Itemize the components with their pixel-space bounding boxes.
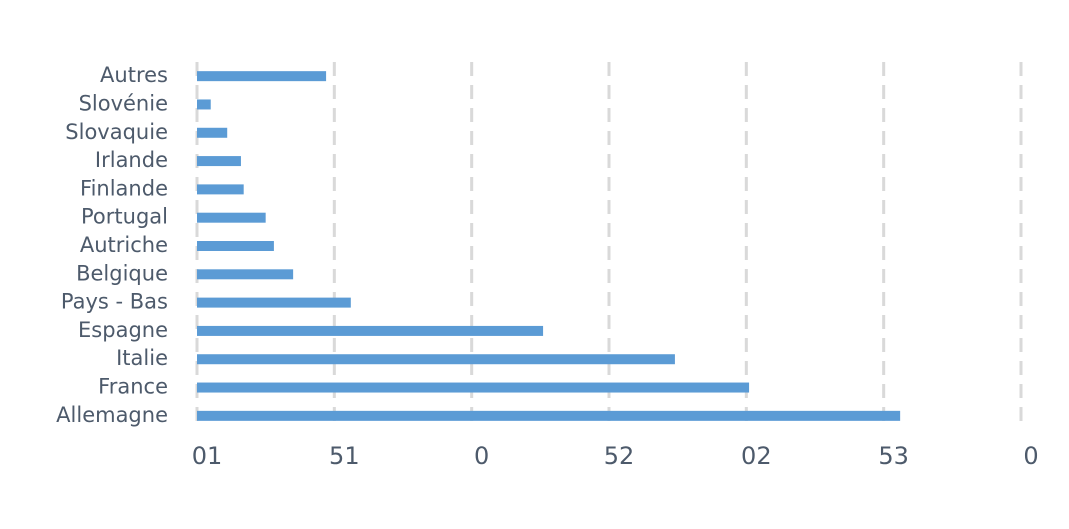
bar bbox=[197, 325, 544, 336]
bar bbox=[197, 410, 901, 421]
x-tick-label: 51 bbox=[329, 442, 360, 470]
x-tick-label: 01 bbox=[192, 442, 223, 470]
y-tick-label: Italie bbox=[116, 346, 168, 370]
y-tick-label: Slovénie bbox=[79, 91, 168, 115]
y-tick-label: Finlande bbox=[80, 176, 168, 200]
bar bbox=[197, 241, 274, 251]
bar bbox=[197, 156, 241, 167]
y-tick-label: Espagne bbox=[78, 318, 168, 342]
bar bbox=[197, 269, 294, 280]
x-tick-label: 52 bbox=[604, 442, 635, 470]
bar bbox=[197, 212, 266, 223]
y-tick-label: France bbox=[98, 375, 168, 399]
y-tick-label: Pays - Bas bbox=[61, 290, 168, 314]
bar bbox=[197, 127, 228, 138]
x-tick-label: 53 bbox=[878, 442, 909, 470]
y-tick-label: Autriche bbox=[80, 233, 168, 257]
bar bbox=[197, 71, 327, 82]
bar bbox=[197, 382, 750, 393]
y-tick-label: Portugal bbox=[81, 205, 168, 229]
y-tick-label: Autres bbox=[100, 63, 168, 87]
x-tick-label: 0 bbox=[474, 442, 489, 470]
bar bbox=[197, 184, 244, 195]
y-tick-label: Irlande bbox=[95, 148, 168, 172]
x-tick-label: 0 bbox=[1023, 442, 1038, 470]
bar bbox=[197, 99, 211, 110]
y-tick-label: Slovaquie bbox=[65, 120, 168, 144]
x-tick-label: 02 bbox=[741, 442, 772, 470]
bar bbox=[197, 354, 675, 365]
y-tick-label: Belgique bbox=[76, 261, 168, 285]
y-tick-label: Allemagne bbox=[56, 403, 168, 427]
bar bbox=[197, 297, 351, 308]
